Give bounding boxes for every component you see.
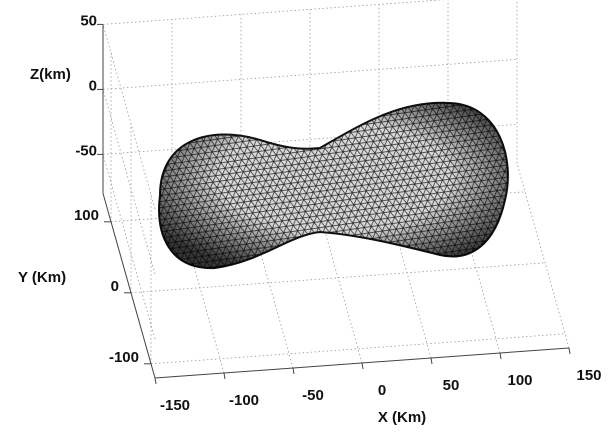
- x-tick-label: 100: [507, 372, 532, 389]
- grid-line: [130, 262, 546, 294]
- grid-line: [102, 124, 518, 155]
- x-tick-label: -50: [302, 387, 324, 404]
- y-tick-label: -100: [109, 349, 139, 366]
- y-tick-label: 100: [74, 207, 99, 224]
- grid-line: [102, 59, 518, 90]
- z-tick-label: 50: [80, 12, 97, 29]
- x-tick: [223, 372, 226, 380]
- x-tick-label: 150: [576, 367, 601, 384]
- grid-line: [516, 163, 570, 349]
- x-axis-label: X (Km): [378, 409, 426, 426]
- x-tick: [361, 362, 364, 370]
- y-tick-label: 0: [111, 278, 119, 295]
- x-tick: [568, 347, 571, 355]
- x-tick-label: 50: [443, 377, 460, 394]
- x-tick: [430, 357, 433, 365]
- x-tick-label: 0: [378, 382, 386, 399]
- z-tick-label: 0: [89, 77, 97, 94]
- x-tick: [499, 352, 502, 360]
- grid-line: [102, 0, 446, 25]
- asteroid-mesh: [158, 101, 509, 270]
- x-tick-label: -100: [229, 392, 259, 409]
- x-tick: [154, 377, 157, 385]
- z-axis-label: Z(km): [30, 66, 71, 83]
- x-tick: [292, 367, 295, 375]
- grid-line: [150, 333, 566, 365]
- y-axis-label: Y (Km): [18, 269, 66, 286]
- x-tick-label: -150: [160, 397, 190, 414]
- z-tick-label: -50: [75, 142, 97, 159]
- y-axis-line: [102, 193, 156, 379]
